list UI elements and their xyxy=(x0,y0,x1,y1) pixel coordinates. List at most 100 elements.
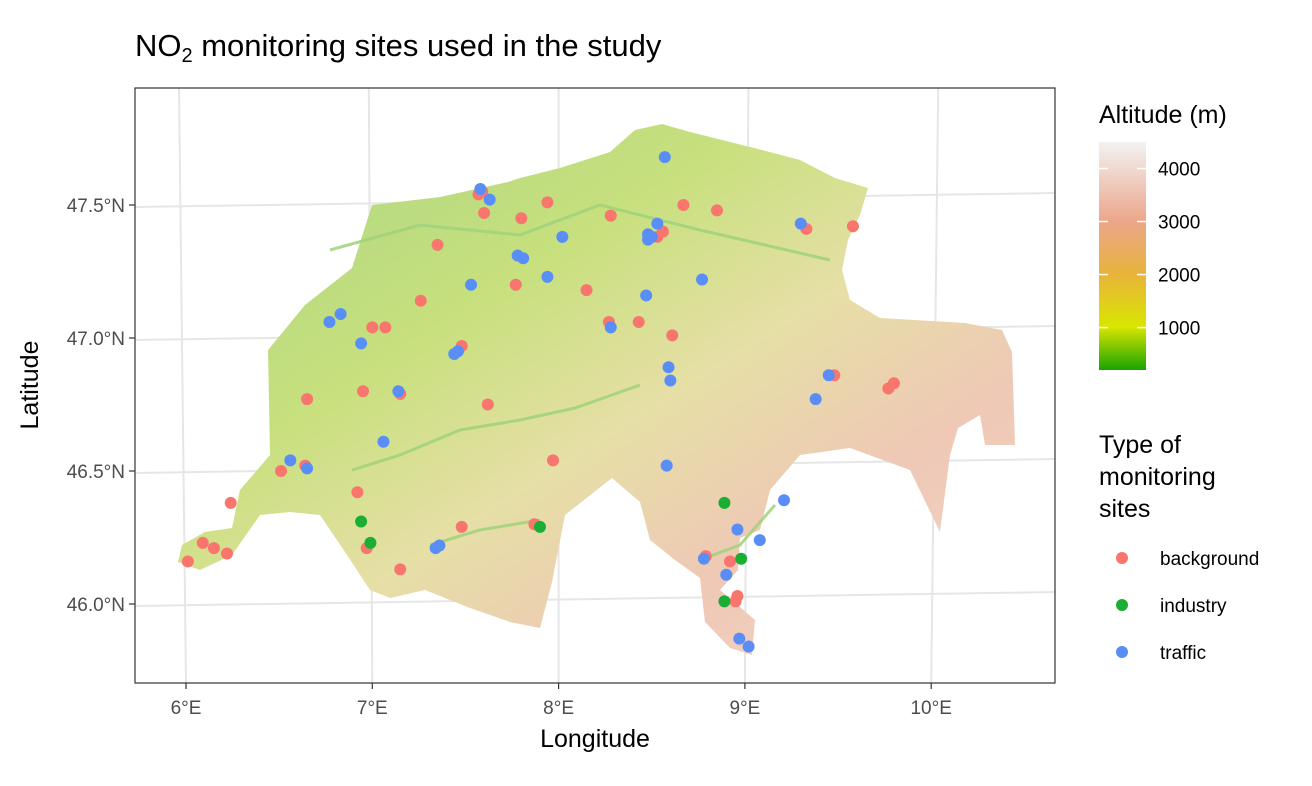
site-point-traffic xyxy=(392,385,405,398)
site-point-background xyxy=(731,590,744,603)
altitude-colorbar xyxy=(1099,142,1146,370)
site-point-background xyxy=(846,220,859,233)
site-point-background xyxy=(275,465,288,477)
x-tick-label: 7°E xyxy=(357,698,388,719)
graticule-parallel xyxy=(135,591,1055,607)
site-point-traffic xyxy=(284,454,297,467)
site-point-industry xyxy=(355,515,368,528)
legend-label-industry: industry xyxy=(1160,596,1227,617)
site-point-traffic xyxy=(645,230,658,243)
site-point-background xyxy=(710,204,723,217)
site-point-traffic xyxy=(733,632,746,645)
site-point-background xyxy=(351,486,364,499)
legend-label-background: background xyxy=(1160,549,1259,570)
site-point-traffic xyxy=(822,369,835,382)
site-point-traffic xyxy=(377,435,390,448)
site-point-background xyxy=(379,321,392,334)
site-point-traffic xyxy=(651,217,664,230)
site-point-traffic xyxy=(696,273,709,286)
site-type-legend-title-line: sites xyxy=(1099,495,1150,523)
site-point-background xyxy=(207,542,220,555)
site-point-traffic xyxy=(556,230,569,243)
site-point-background xyxy=(196,536,209,549)
legend-key-traffic xyxy=(1116,646,1128,658)
site-point-industry xyxy=(718,496,731,509)
site-point-background xyxy=(604,209,617,222)
site-point-background xyxy=(394,563,407,576)
site-type-legend-title-line: Type of xyxy=(1099,431,1181,459)
panel-border xyxy=(134,87,1056,684)
site-type-legend-title: Type of monitoring sites xyxy=(1099,431,1216,523)
site-type-legend-title-line: monitoring xyxy=(1099,463,1216,491)
switzerland-terrain xyxy=(178,124,1015,655)
site-point-traffic xyxy=(720,568,733,581)
chart-title-rest: monitoring sites used in the study xyxy=(192,28,662,63)
y-axis-ticks: 46.0°N 46.5°N 47.0°N 47.5°N xyxy=(67,196,135,616)
site-point-traffic xyxy=(604,321,617,334)
site-point-traffic xyxy=(474,183,487,196)
site-point-background xyxy=(515,212,528,225)
altitude-break-label: 3000 xyxy=(1158,213,1200,234)
altitude-break-label: 1000 xyxy=(1158,319,1200,340)
site-point-background xyxy=(220,547,233,560)
x-axis-ticks: 6°E 7°E 8°E 9°E 10°E xyxy=(171,683,952,719)
site-point-industry xyxy=(718,595,731,608)
site-point-background xyxy=(632,316,645,329)
site-point-traffic xyxy=(465,278,478,291)
site-point-traffic xyxy=(794,217,807,230)
plot-panel xyxy=(134,87,1056,684)
site-point-traffic xyxy=(664,374,677,387)
y-tick-label: 47.5°N xyxy=(67,196,125,217)
site-point-traffic xyxy=(697,552,710,565)
legend-label-traffic: traffic xyxy=(1160,643,1206,664)
site-point-traffic xyxy=(323,316,336,329)
legend-key-background xyxy=(1116,552,1128,564)
y-axis-title: Latitude xyxy=(16,341,44,430)
site-point-traffic xyxy=(483,193,496,206)
site-point-background xyxy=(677,199,690,211)
site-point-background xyxy=(481,398,494,411)
altitude-break-label: 2000 xyxy=(1158,266,1200,287)
site-point-industry xyxy=(735,552,748,565)
site-point-traffic xyxy=(660,459,673,472)
altitude-breaks: 1000 2000 3000 4000 xyxy=(1099,160,1200,340)
site-point-traffic xyxy=(541,270,554,283)
x-tick-label: 10°E xyxy=(910,698,951,719)
site-point-background xyxy=(356,385,369,398)
site-point-background xyxy=(301,393,314,406)
x-tick-label: 9°E xyxy=(729,698,760,719)
site-point-background xyxy=(455,520,468,533)
site-point-traffic xyxy=(433,539,446,552)
site-point-background xyxy=(414,294,427,307)
chart-title-main: NO xyxy=(135,28,182,63)
site-point-traffic xyxy=(778,494,791,507)
altitude-legend-title: Altitude (m) xyxy=(1099,101,1227,129)
river-lines xyxy=(329,203,831,562)
site-point-background xyxy=(509,278,522,291)
y-tick-label: 46.5°N xyxy=(67,462,125,483)
site-point-traffic xyxy=(742,640,755,653)
site-point-background xyxy=(547,454,560,467)
monitoring-sites xyxy=(181,151,900,653)
chart-title-subscript: 2 xyxy=(181,45,193,67)
site-point-background xyxy=(580,284,593,297)
site-point-background xyxy=(366,321,379,334)
site-point-background xyxy=(431,238,444,251)
site-point-traffic xyxy=(355,337,368,350)
site-point-background xyxy=(224,496,237,509)
x-tick-label: 6°E xyxy=(171,698,202,719)
site-point-traffic xyxy=(640,289,653,302)
site-point-industry xyxy=(533,520,546,533)
site-point-traffic xyxy=(301,462,314,475)
x-axis-title: Longitude xyxy=(540,725,650,753)
graticule-meridian xyxy=(178,88,187,683)
site-point-traffic xyxy=(753,534,766,547)
chart-title: NO2 monitoring sites used in the study xyxy=(135,28,661,68)
y-tick-label: 47.0°N xyxy=(67,329,125,350)
site-point-background xyxy=(541,196,554,209)
site-point-traffic xyxy=(517,252,530,265)
altitude-legend: Altitude (m) 1000 2000 3000 4000 xyxy=(1099,101,1227,370)
altitude-break-label: 4000 xyxy=(1158,160,1200,181)
x-tick-label: 8°E xyxy=(543,698,574,719)
